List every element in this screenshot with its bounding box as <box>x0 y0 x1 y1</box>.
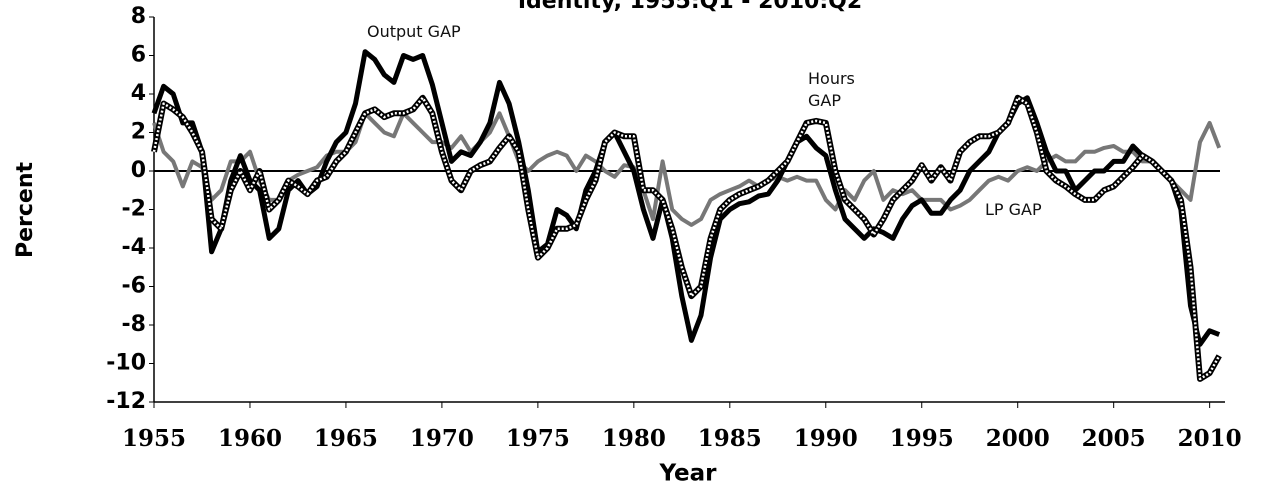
x-tick-label: 1955 <box>122 425 186 452</box>
y-tick-label: 2 <box>131 120 146 145</box>
x-tick-label: 2000 <box>986 425 1050 452</box>
y-tick-label: -6 <box>122 274 146 299</box>
series-line <box>151 49 1221 347</box>
annotation: Hours GAP <box>808 69 855 110</box>
y-tick-label: 0 <box>131 158 146 183</box>
series-line <box>152 96 1221 381</box>
y-tick-label: -8 <box>122 312 146 337</box>
y-tick-label: -12 <box>106 389 146 414</box>
y-tick-label: 6 <box>131 43 146 68</box>
x-tick-label: 1995 <box>890 425 954 452</box>
y-axis-label: Percent <box>13 162 38 259</box>
y-tick-label: 4 <box>131 81 146 106</box>
annotation: LP GAP <box>985 200 1042 219</box>
x-axis-label: Year <box>658 461 717 487</box>
series-outline <box>151 94 1222 382</box>
y-tick-label: -4 <box>122 235 146 260</box>
x-tick-label: 1975 <box>506 425 570 452</box>
x-tick-label: 1990 <box>794 425 858 452</box>
x-tick-label: 1980 <box>602 425 666 452</box>
x-tick-label: 1965 <box>314 425 378 452</box>
y-tick-label: -10 <box>106 351 146 376</box>
x-tick-label: 1970 <box>410 425 474 452</box>
y-tick-label: 8 <box>131 4 146 29</box>
x-tick-label: 1985 <box>698 425 762 452</box>
x-tick-label: 2010 <box>1178 425 1242 452</box>
x-tick-label: 1960 <box>218 425 282 452</box>
x-tick-label: 2005 <box>1082 425 1146 452</box>
y-tick-label: -2 <box>122 197 146 222</box>
chart-title: Identity, 1955:Q1 - 2010:Q2 <box>518 0 862 14</box>
annotation: Output GAP <box>367 22 461 41</box>
